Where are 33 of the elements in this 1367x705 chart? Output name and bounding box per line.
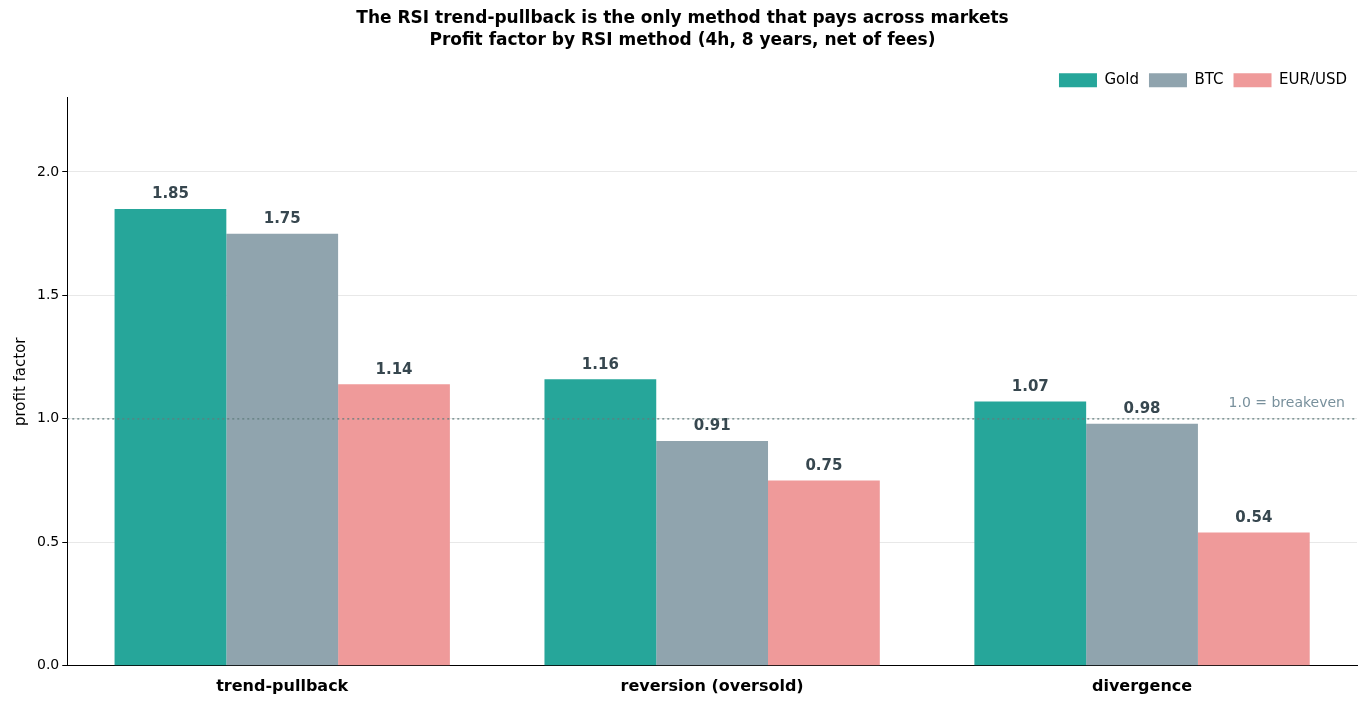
data-label: 0.91 <box>693 416 731 435</box>
data-label: 1.14 <box>375 359 413 378</box>
data-label: 0.75 <box>805 455 843 474</box>
data-label: 1.07 <box>1011 376 1049 395</box>
y-tick-label: 1.5 <box>37 286 60 303</box>
legend-label: Gold <box>1104 70 1139 89</box>
chart-subtitle: Profit factor by RSI method (4h, 8 years, net of fees) <box>429 29 936 50</box>
bar <box>656 441 769 666</box>
bar <box>338 384 450 666</box>
bar <box>974 401 1087 666</box>
y-tick-label: 2.0 <box>37 162 60 179</box>
data-label: 0.54 <box>1235 507 1273 526</box>
bar <box>1086 423 1198 666</box>
bar <box>226 233 339 666</box>
bar <box>1197 532 1310 666</box>
y-tick-label: 0.0 <box>37 656 60 673</box>
bar <box>114 208 227 666</box>
y-tick-label: 1.0 <box>37 409 60 426</box>
chart-title: The RSI trend-pullback is the only method that pays across markets <box>356 6 1009 27</box>
legend-label: BTC <box>1194 70 1224 89</box>
x-tick-label: trend-pullback <box>216 675 349 695</box>
data-label: 0.98 <box>1123 399 1161 418</box>
y-axis-title: profit factor <box>10 336 29 427</box>
legend-label: EUR/USD <box>1279 70 1347 89</box>
x-tick-label: divergence <box>1091 675 1193 695</box>
x-tick-label: reversion (oversold) <box>620 675 804 695</box>
ref-line-label: 1.0 = breakeven <box>1228 394 1345 411</box>
data-label: 1.75 <box>263 209 301 228</box>
data-label: 1.85 <box>151 184 189 203</box>
y-tick-label: 0.5 <box>37 532 60 549</box>
bar <box>544 379 657 666</box>
bar <box>768 480 880 666</box>
data-label: 1.16 <box>581 354 619 373</box>
